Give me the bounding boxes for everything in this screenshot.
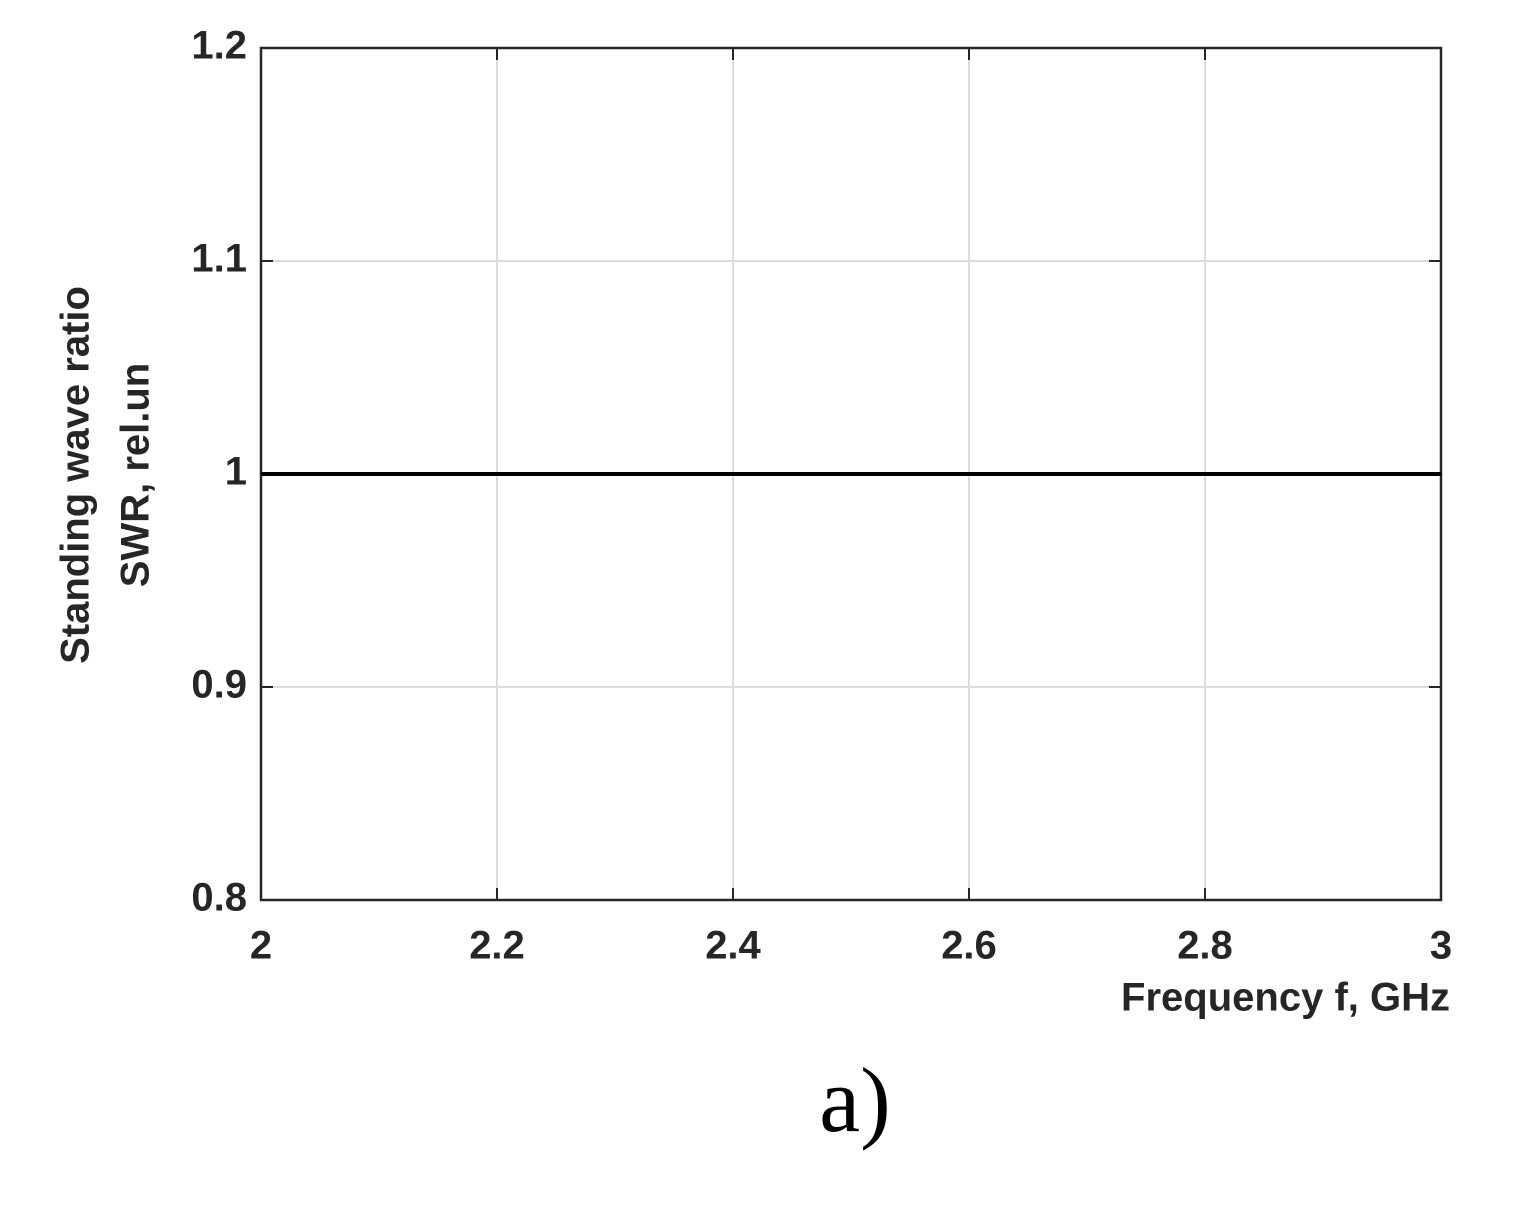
x-tick-label: 2.2: [469, 924, 525, 968]
y-tick-label: 1.1: [191, 237, 247, 281]
x-tick-label: 2.4: [705, 924, 761, 968]
x-tick-label: 2: [250, 924, 272, 968]
y-tick-label: 1.2: [191, 24, 247, 68]
y-tick-label: 1: [225, 450, 247, 494]
x-tick-label: 3: [1430, 924, 1452, 968]
x-axis-label: Frequency f, GHz: [1121, 976, 1450, 1020]
y-tick-label: 0.9: [191, 663, 247, 707]
y-axis-label: SWR, rel.un: [114, 363, 158, 587]
y-axis-label: Standing wave ratio: [54, 286, 98, 664]
caption: a): [819, 1049, 890, 1151]
x-tick-label: 2.6: [941, 924, 997, 968]
y-tick-label: 0.8: [191, 876, 247, 920]
x-tick-label: 2.8: [1177, 924, 1233, 968]
